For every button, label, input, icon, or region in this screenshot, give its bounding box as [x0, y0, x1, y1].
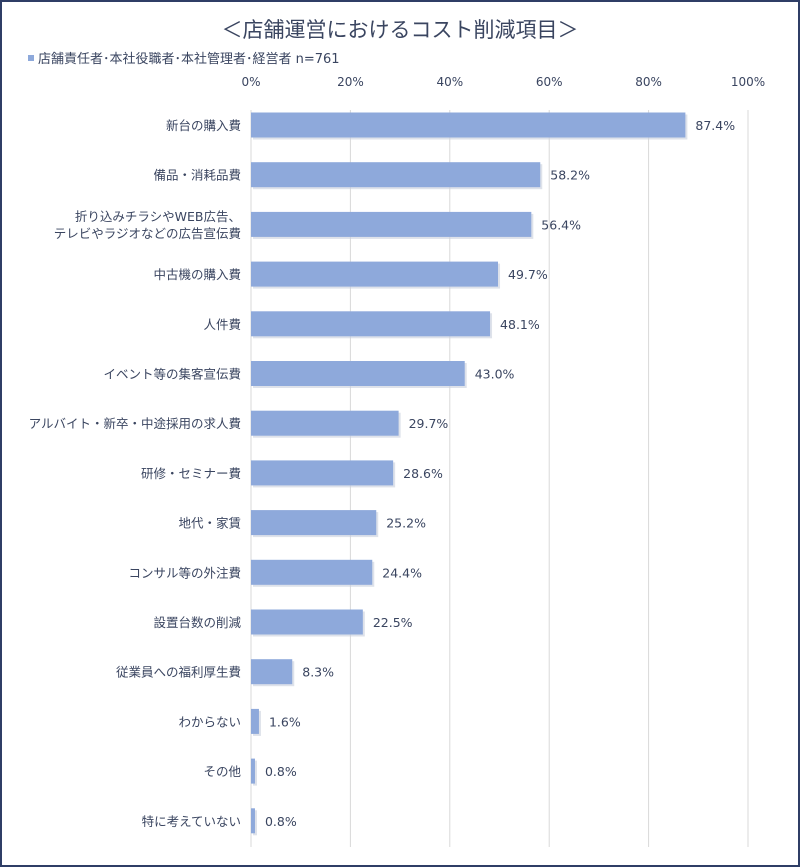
bar: [251, 211, 532, 237]
data-label: 24.4%: [382, 565, 422, 580]
data-label: 28.6%: [403, 466, 443, 481]
category-label: 新台の購入費: [166, 118, 241, 133]
bar: [251, 460, 394, 486]
category-label: 人件費: [203, 317, 241, 332]
x-tick-label: 80%: [635, 75, 662, 89]
category-label: 従業員への福利厚生費: [116, 665, 241, 680]
bar: [251, 112, 686, 138]
legend: 店舗責任者･本社役職者･本社管理者･経営者 n=761: [28, 48, 340, 67]
legend-label: 店舗責任者･本社役職者･本社管理者･経営者 n=761: [38, 52, 340, 67]
bar-shadow: [253, 760, 257, 786]
data-label: 1.6%: [269, 714, 301, 729]
bar: [251, 162, 541, 188]
x-tick-label: 20%: [337, 75, 364, 89]
category-label: コンサル等の外注費: [128, 565, 241, 580]
category-label: 地代・家賃: [178, 516, 241, 531]
bar: [251, 758, 255, 784]
category-label: 設置台数の削減: [153, 615, 241, 630]
category-label: 中古機の購入費: [153, 267, 241, 282]
x-tick-label: 100%: [731, 75, 765, 89]
data-label: 0.8%: [265, 764, 297, 779]
category-label: アルバイト・新卒・中途採用の求人費: [29, 416, 241, 431]
data-label: 48.1%: [500, 317, 540, 332]
category-label: 備品・消耗品費: [153, 168, 241, 183]
bar: [251, 808, 255, 834]
category-label: 研修・セミナー費: [141, 466, 241, 481]
bar: [251, 261, 499, 287]
category-label: 特に考えていない: [142, 814, 241, 829]
bar: [251, 708, 259, 734]
bar: [251, 659, 293, 685]
data-label: 56.4%: [541, 217, 581, 232]
category-label: 折り込みチラシやWEB広告、: [75, 209, 241, 224]
bar: [251, 311, 491, 337]
data-label: 58.2%: [550, 168, 590, 183]
data-label: 0.8%: [265, 814, 297, 829]
bar: [251, 609, 363, 635]
bar: [251, 410, 399, 436]
data-label: 49.7%: [508, 267, 548, 282]
chart-title: ＜店舗運営におけるコスト削減項目＞: [221, 18, 579, 42]
bar: [251, 510, 377, 536]
category-label: イベント等の集客宣伝費: [103, 367, 241, 382]
data-label: 22.5%: [373, 615, 413, 630]
legend-swatch: [28, 54, 34, 61]
category-label: その他: [203, 764, 241, 779]
data-label: 87.4%: [695, 118, 735, 133]
data-label: 43.0%: [475, 367, 515, 382]
category-label: テレビやラジオなどの広告宣伝費: [54, 226, 241, 241]
data-label: 29.7%: [409, 416, 449, 431]
bar: [251, 361, 465, 386]
data-label: 8.3%: [302, 665, 334, 680]
x-tick-label: 40%: [436, 75, 463, 89]
x-tick-label: 60%: [536, 75, 563, 89]
bar-shadow: [253, 810, 257, 836]
bar: [251, 559, 373, 585]
category-label: わからない: [178, 714, 241, 729]
data-label: 25.2%: [386, 516, 426, 531]
x-tick-label: 0%: [241, 75, 260, 89]
